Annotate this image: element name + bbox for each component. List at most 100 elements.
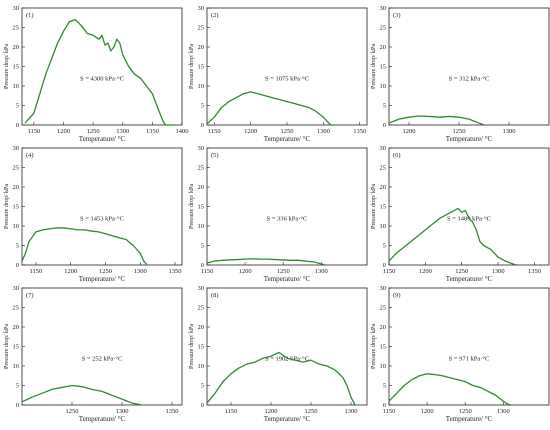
- series-line: [206, 351, 356, 406]
- x-tick-label: 1300: [134, 268, 147, 275]
- chart-panel-6: 0 5 10 15 20 25 30 1150 1200 1250 1300 1350 (6) Tempe…: [371, 145, 550, 283]
- panel-label: (9): [393, 292, 401, 299]
- x-tick-label: 1200: [419, 268, 432, 275]
- y-tick-label: 30: [13, 285, 20, 292]
- y-tick-label: 5: [16, 243, 19, 250]
- x-tick-label: 1400: [176, 128, 189, 135]
- y-tick-label: 0: [383, 122, 386, 129]
- x-tick-label: 1250: [87, 128, 100, 135]
- y-tick-label: 30: [380, 145, 387, 152]
- x-tick-label: 1250: [459, 408, 472, 415]
- y-tick-label: 30: [380, 5, 387, 12]
- x-tick-label: 1350: [353, 128, 366, 135]
- series-line: [21, 227, 148, 266]
- x-axis-title: Temperature/ °C: [79, 135, 126, 143]
- chart-panel-9: 0 5 10 15 20 25 30 1150 1200 1250 1300 (9) Temperatu…: [371, 285, 550, 423]
- y-tick-label: 0: [16, 402, 19, 409]
- x-tick-label: 1300: [315, 268, 328, 275]
- y-tick-label: 20: [380, 44, 387, 51]
- x-tick-label: 1300: [345, 408, 358, 415]
- series-line: [388, 373, 512, 406]
- integral-annotation: S = 1902 kPa·°C: [265, 356, 309, 363]
- x-tick-label: 1200: [244, 128, 257, 135]
- integral-annotation: S = 971 kPa·°C: [449, 356, 490, 363]
- y-tick-label: 0: [201, 122, 204, 129]
- y-axis-title: Pressure drop/ kPa: [371, 184, 377, 229]
- y-tick-label: 15: [380, 64, 387, 71]
- integral-annotation: S = 252 kPa·°C: [82, 356, 123, 363]
- y-tick-label: 0: [201, 402, 204, 409]
- y-axis-title: Pressure drop/ kPa: [189, 44, 195, 89]
- series-line: [388, 115, 485, 126]
- panel-label: (1): [26, 12, 34, 19]
- y-axis-title: Pressure drop/ kPa: [371, 324, 377, 369]
- x-tick-label: 1200: [64, 268, 77, 275]
- x-tick-label: 1250: [281, 128, 294, 135]
- y-tick-label: 5: [201, 103, 204, 110]
- y-tick-label: 0: [201, 262, 204, 269]
- y-tick-label: 10: [13, 223, 20, 230]
- x-axis-title: Temperature/ °C: [79, 275, 126, 283]
- y-axis-title: Pressure drop/ kPa: [189, 324, 195, 369]
- integral-annotation: S = 312 kPa·°C: [449, 76, 490, 83]
- chart-panel-1: 0 5 10 15 20 25 30 1150 1200 1250 1300 1350 1400 (1) T…: [4, 5, 189, 143]
- y-axis-title: Pressure drop/ kPa: [371, 44, 377, 89]
- y-axis-title: Pressure drop/ kPa: [4, 44, 10, 89]
- y-tick-label: 30: [198, 285, 205, 292]
- x-axis-title: Temperature/ °C: [79, 415, 126, 423]
- series-line: [206, 258, 326, 266]
- y-tick-label: 30: [198, 145, 205, 152]
- chart-panel-7: 0 5 10 15 20 25 30 1250 1300 1350 (7) Temperature/ …: [4, 285, 183, 423]
- y-tick-label: 10: [198, 363, 205, 370]
- y-tick-label: 30: [13, 5, 20, 12]
- y-tick-label: 25: [13, 165, 20, 172]
- chart-panel-3: 0 5 10 15 20 25 30 1200 1250 1300 (3) Temperature/ …: [371, 5, 550, 143]
- y-tick-label: 15: [380, 344, 387, 351]
- y-tick-label: 0: [16, 262, 19, 269]
- y-tick-label: 30: [13, 145, 20, 152]
- x-axis-title: Temperature/ °C: [264, 275, 311, 283]
- x-axis-title: Temperature/ °C: [446, 135, 493, 143]
- x-tick-label: 1200: [239, 268, 252, 275]
- x-tick-label: 1250: [277, 268, 290, 275]
- y-tick-label: 0: [16, 122, 19, 129]
- x-tick-label: 1300: [317, 128, 330, 135]
- x-tick-label: 1250: [453, 128, 466, 135]
- chart-panel-4: 0 5 10 15 20 25 30 1150 1200 1250 1300 1350 (4) Tempe…: [4, 145, 183, 283]
- x-tick-label: 1150: [30, 268, 43, 275]
- y-tick-label: 10: [380, 223, 387, 230]
- x-axis-title: Temperature/ °C: [446, 415, 493, 423]
- panel-label: (7): [26, 292, 34, 299]
- x-tick-label: 1200: [403, 128, 416, 135]
- y-tick-label: 25: [198, 165, 205, 172]
- y-tick-label: 10: [380, 363, 387, 370]
- x-tick-label: 1300: [116, 408, 129, 415]
- plot-frame: [21, 147, 183, 266]
- panel-label: (4): [26, 152, 34, 159]
- x-tick-label: 1200: [265, 408, 278, 415]
- y-tick-label: 10: [198, 83, 205, 90]
- y-tick-label: 20: [380, 184, 387, 191]
- plot-frame: [206, 147, 368, 266]
- x-tick-label: 1350: [528, 268, 541, 275]
- y-tick-label: 30: [380, 285, 387, 292]
- series-line: [206, 91, 338, 126]
- plot-frame: [388, 287, 550, 406]
- x-tick-label: 1200: [421, 408, 434, 415]
- x-tick-label: 1350: [146, 128, 159, 135]
- x-tick-label: 1350: [169, 268, 182, 275]
- y-tick-label: 5: [383, 243, 386, 250]
- x-tick-label: 1150: [201, 268, 214, 275]
- panel-label: (5): [211, 152, 219, 159]
- x-tick-label: 1250: [99, 268, 112, 275]
- y-axis-title: Pressure drop/ kPa: [4, 324, 10, 369]
- y-tick-label: 10: [380, 83, 387, 90]
- chart-panel-5: 0 5 10 15 20 25 30 1150 1200 1250 1300 (5) Temperatu…: [189, 145, 368, 283]
- x-axis-title: Temperature/ °C: [446, 275, 493, 283]
- x-tick-label: 1250: [66, 408, 79, 415]
- chart-panel-2: 0 5 10 15 20 25 30 1150 1200 1250 1300 1350 (2) Tempe…: [189, 5, 368, 143]
- y-tick-label: 20: [198, 44, 205, 51]
- x-tick-label: 1300: [492, 268, 505, 275]
- y-tick-label: 15: [198, 64, 205, 71]
- x-tick-label: 1150: [383, 408, 396, 415]
